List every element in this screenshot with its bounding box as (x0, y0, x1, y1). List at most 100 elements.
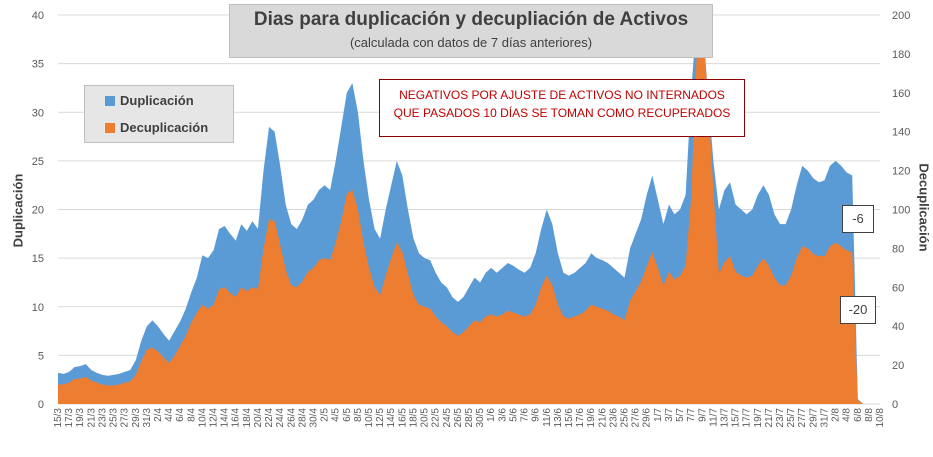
x-tick-label: 11/7 (708, 408, 719, 427)
x-tick-label: 28/4 (297, 408, 308, 428)
y-left-tick-label: 10 (32, 302, 44, 314)
x-tick-label: 22/5 (431, 408, 442, 428)
x-tick-label: 4/8 (842, 408, 853, 422)
chart-subtitle: (calculada con datos de 7 días anteriore… (349, 35, 593, 50)
x-tick-label: 18/4 (242, 408, 253, 428)
x-tick-label: 31/3 (142, 408, 153, 428)
x-tick-label: 26/4 (286, 408, 297, 428)
x-tick-label: 1/6 (486, 408, 497, 422)
annotation-line-1: NEGATIVOS POR AJUSTE DE ACTIVOS NO INTER… (399, 88, 725, 102)
x-tick-label: 30/5 (475, 408, 486, 428)
y-right-tick-label: 60 (892, 282, 904, 294)
x-tick-label: 27/3 (120, 408, 131, 428)
x-tick-label: 23/6 (608, 408, 619, 428)
y-right-tick-label: 200 (892, 10, 910, 22)
x-tick-label: 17/7 (742, 408, 753, 428)
x-tick-label: 7/7 (686, 408, 697, 422)
legend-item-decuplicacion: Decuplicación (105, 120, 208, 135)
plot-areas (58, 15, 880, 404)
x-tick-label: 29/3 (131, 408, 142, 428)
x-tick-label: 5/7 (675, 408, 686, 422)
x-tick-label: 2/8 (831, 408, 842, 422)
x-tick-label: 20/5 (420, 408, 431, 428)
x-tick-label: 1/7 (653, 408, 664, 422)
x-tick-label: 7/6 (520, 408, 531, 422)
legend-swatch-duplicacion (105, 96, 115, 106)
x-tick-label: 19/6 (586, 408, 597, 428)
x-tick-label: 6/4 (175, 408, 186, 422)
annotation-line-2: QUE PASADOS 10 DÍAS SE TOMAN COMO RECUPE… (393, 106, 731, 120)
y-right-tick-label: 20 (892, 360, 904, 372)
left-axis-ticks: 0 5 10 15 20 25 30 35 40 (32, 10, 44, 411)
x-tick-label: 27/7 (797, 408, 808, 428)
x-tick-label: 2/5 (320, 408, 331, 422)
x-tick-label: 6/8 (853, 408, 864, 422)
legend-item-duplicacion: Duplicación (105, 93, 194, 108)
x-tick-label: 14/4 (220, 408, 231, 428)
series-area-decuplicacion (58, 24, 880, 404)
x-tick-label: 25/7 (786, 408, 797, 428)
x-tick-label: 29/7 (808, 408, 819, 428)
x-tick-label: 10/4 (197, 408, 208, 428)
annotation-box: NEGATIVOS POR AJUSTE DE ACTIVOS NO INTER… (379, 79, 745, 137)
x-tick-label: 18/5 (408, 408, 419, 428)
last-value-decuplicacion: -20 (840, 296, 876, 324)
y-left-tick-label: 40 (32, 10, 44, 22)
x-tick-label: 13/7 (719, 408, 730, 428)
legend-label-decuplicacion: Decuplicación (120, 120, 209, 135)
y-axis-left-label: Duplicación (10, 173, 26, 248)
legend-swatch-decuplicacion (105, 123, 115, 133)
x-tick-label: 8/8 (864, 408, 875, 422)
chart-title-box: Dias para duplicación y decupliación de … (229, 4, 713, 58)
x-tick-label: 26/5 (453, 408, 464, 428)
x-tick-label: 28/5 (464, 408, 475, 428)
x-tick-label: 10/8 (875, 408, 886, 428)
x-tick-label: 25/3 (109, 408, 120, 428)
x-tick-label: 20/4 (253, 408, 264, 428)
y-left-tick-label: 25 (32, 156, 44, 168)
x-tick-label: 6/5 (342, 408, 353, 422)
y-axis-right-label: Decuplicación (916, 163, 932, 252)
x-tick-label: 19/3 (75, 408, 86, 428)
x-tick-label: 15/3 (53, 408, 64, 428)
x-tick-label: 21/3 (86, 408, 97, 428)
y-left-tick-label: 5 (38, 350, 44, 362)
x-tick-label: 16/4 (231, 408, 242, 428)
x-tick-label: 12/5 (375, 408, 386, 428)
x-tick-label: 15/7 (731, 408, 742, 428)
y-right-tick-label: 0 (892, 399, 898, 411)
right-axis-ticks: 0 20 40 60 80 100 120 140 160 180 200 (892, 10, 910, 411)
x-tick-label: 31/7 (819, 408, 830, 428)
x-tick-label: 9/6 (531, 408, 542, 422)
x-tick-label: 3/7 (664, 408, 675, 422)
y-right-tick-label: 100 (892, 205, 910, 217)
x-tick-label: 12/4 (209, 408, 220, 428)
last-value-duplicacion: -6 (842, 205, 874, 233)
x-tick-label: 23/7 (775, 408, 786, 428)
chart-title: Dias para duplicación y decupliación de … (253, 9, 689, 30)
y-right-tick-label: 40 (892, 321, 904, 333)
x-tick-label: 8/4 (186, 408, 197, 422)
x-tick-label: 4/4 (164, 408, 175, 422)
x-tick-label: 8/5 (353, 408, 364, 422)
x-tick-label: 15/6 (564, 408, 575, 428)
x-tick-label: 3/6 (497, 408, 508, 422)
x-tick-label: 24/5 (442, 408, 453, 428)
y-right-tick-label: 120 (892, 166, 910, 178)
x-tick-label: 19/7 (753, 408, 764, 428)
x-tick-label: 30/4 (308, 408, 319, 428)
x-tick-label: 25/6 (620, 408, 631, 428)
legend: Duplicación Decuplicación (84, 85, 234, 143)
x-tick-label: 17/6 (575, 408, 586, 428)
x-tick-label: 21/6 (597, 408, 608, 428)
x-tick-label: 21/7 (764, 408, 775, 428)
x-tick-label: 11/6 (542, 408, 553, 427)
y-left-tick-label: 35 (32, 59, 44, 71)
x-tick-label: 5/6 (508, 408, 519, 422)
y-right-tick-label: 80 (892, 243, 904, 255)
y-right-tick-label: 160 (892, 88, 910, 100)
x-tick-label: 24/4 (275, 408, 286, 428)
x-tick-label: 29/6 (642, 408, 653, 428)
x-tick-label: 17/3 (64, 408, 75, 428)
